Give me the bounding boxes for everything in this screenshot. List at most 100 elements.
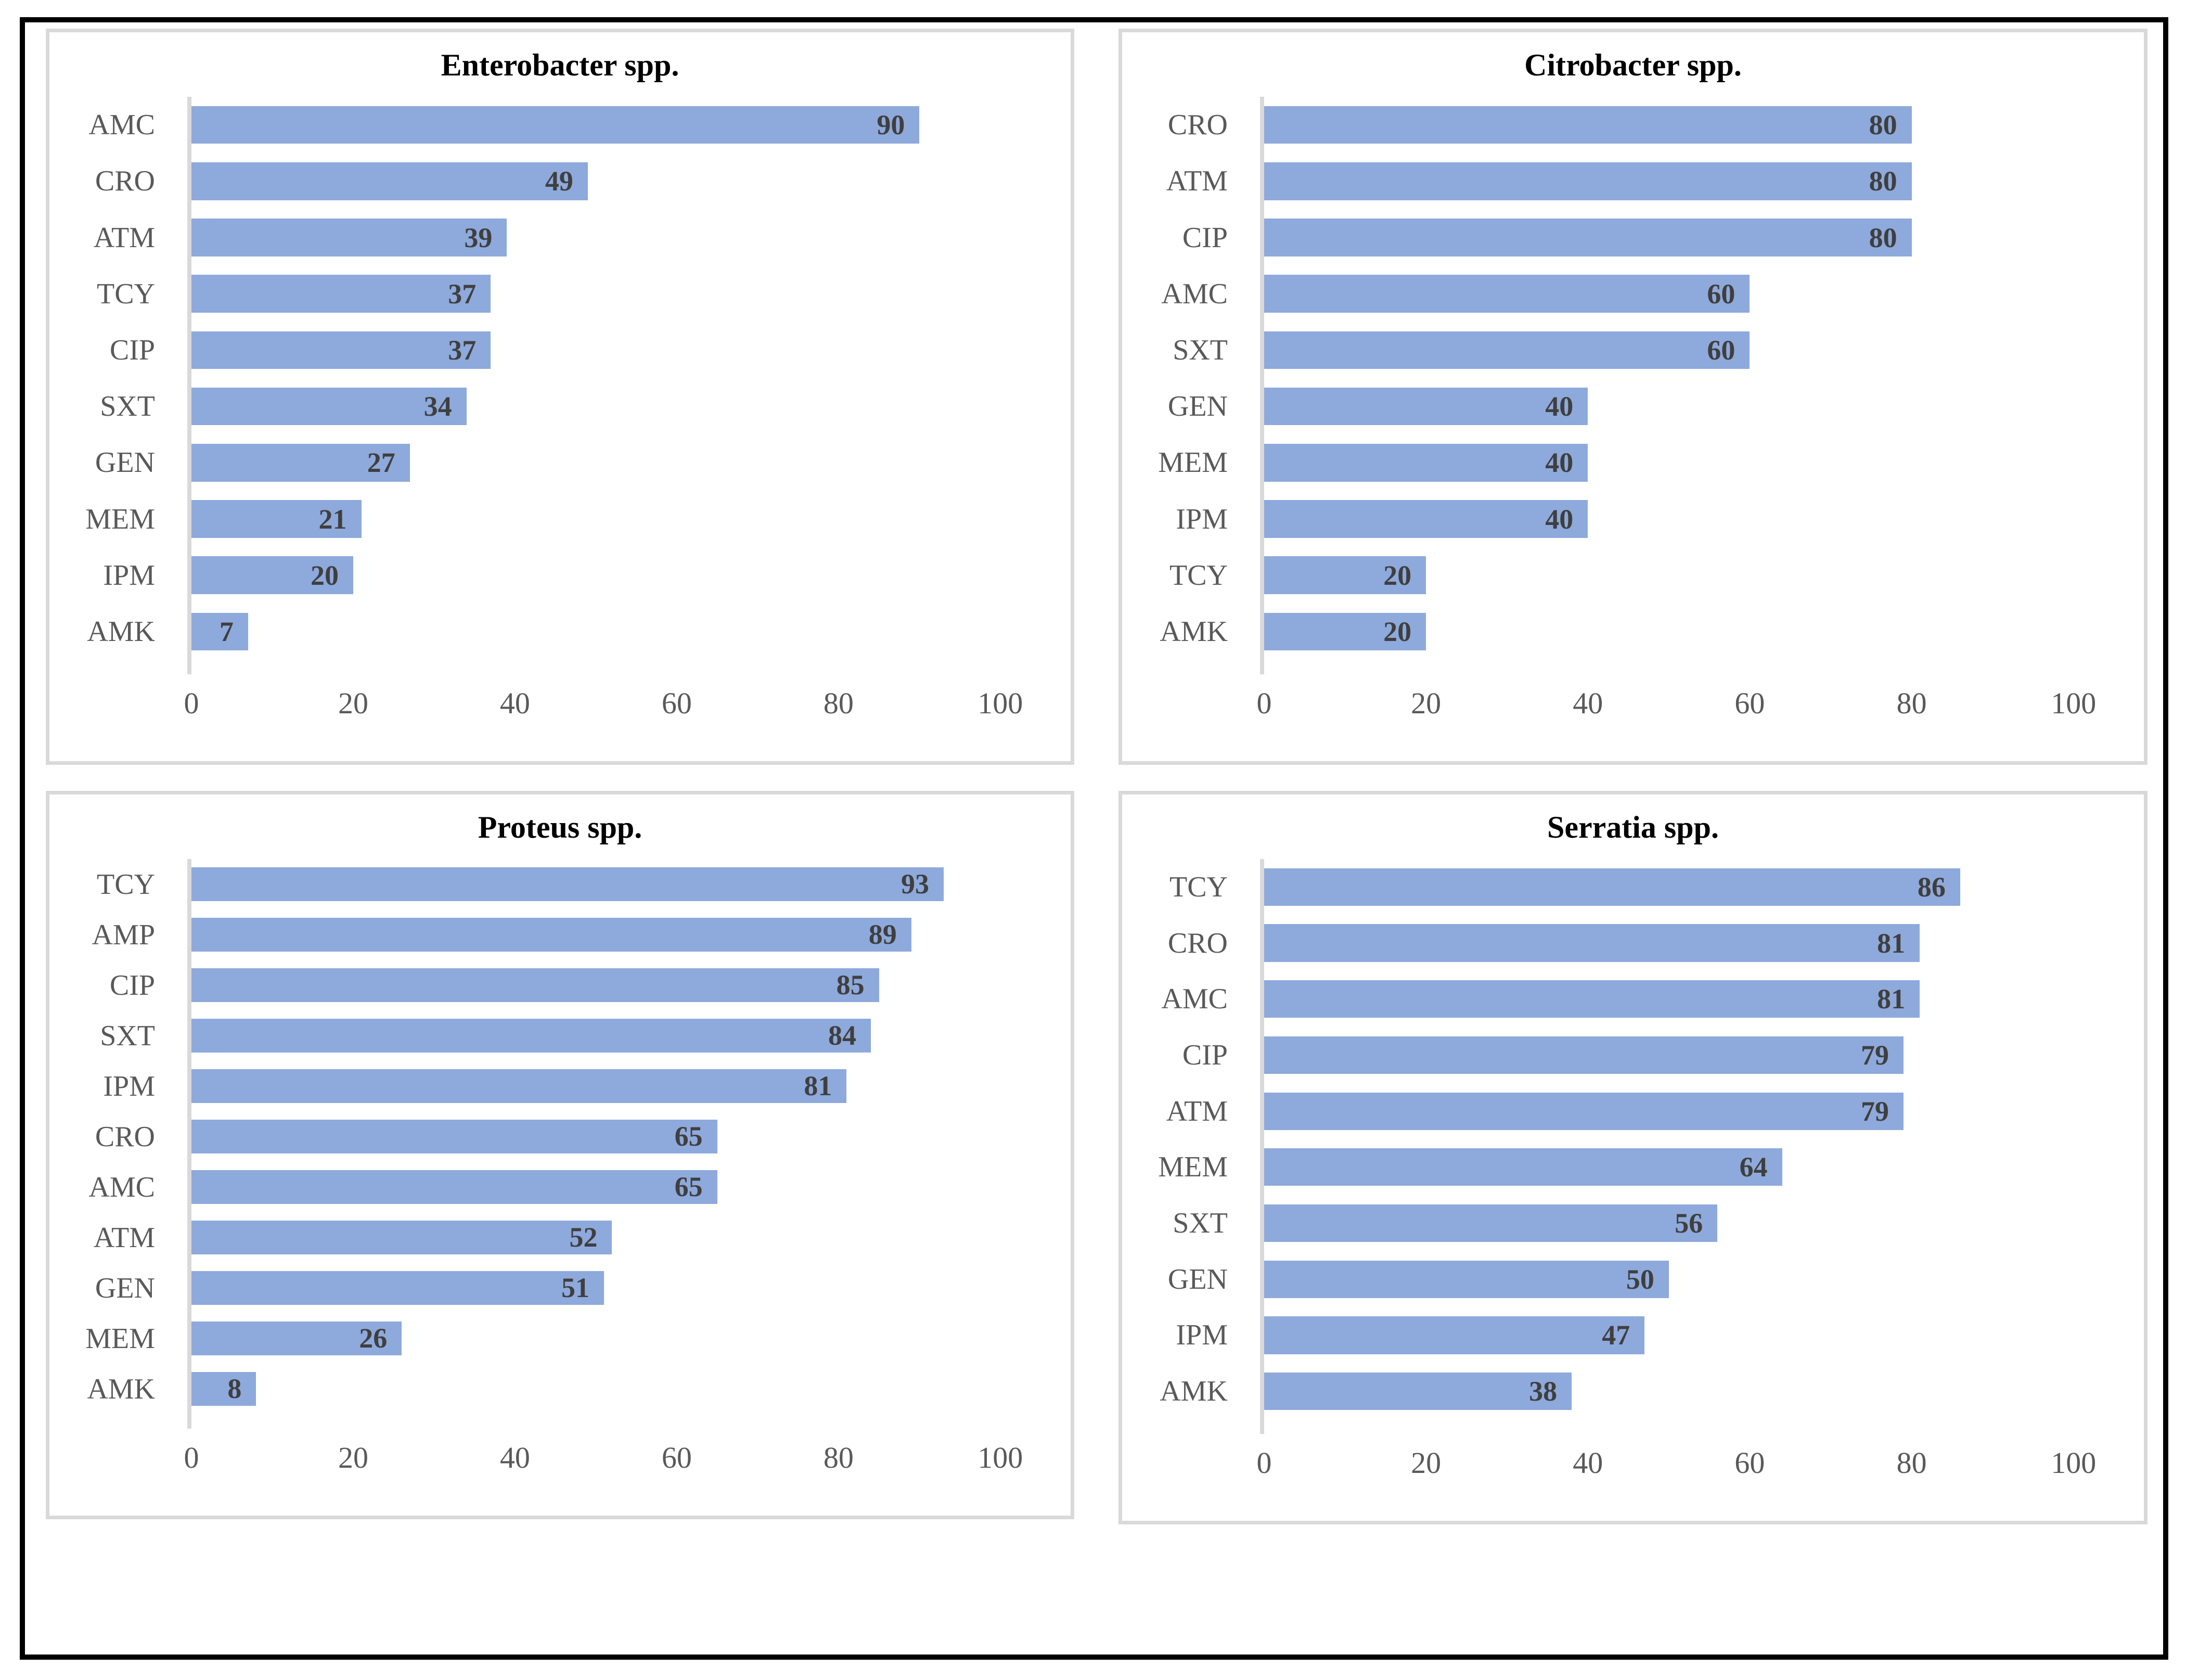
x-axis: 0 20 40 60 80 100: [1122, 660, 2144, 761]
bar-track: 81: [191, 1061, 1071, 1111]
value-label: 26: [359, 1323, 388, 1354]
category-label: CRO: [1167, 109, 1228, 142]
category-label: MEM: [85, 503, 155, 535]
chart-panel-proteus: Proteus spp. TCY 93 AMP 89 CIP 85 SXT 84 IPM 81 CR…: [46, 791, 1074, 1519]
category-label: ATM: [93, 1221, 155, 1254]
bar-gen: 40: [1264, 387, 1588, 426]
bar-track: 65: [191, 1162, 1071, 1212]
value-label: 80: [1869, 109, 1897, 141]
category-label: ATM: [1166, 1095, 1228, 1127]
category-label: TCY: [1169, 870, 1228, 903]
category-label: CIP: [1182, 1038, 1228, 1071]
x-axis-ticks: 0 20 40 60 80 100: [184, 660, 1071, 761]
bar-row: CIP 80: [1122, 209, 2144, 265]
category-label: AMC: [1161, 983, 1228, 1016]
category-label: CIP: [109, 969, 155, 1002]
x-axis: 0 20 40 60 80 100: [49, 660, 1071, 761]
bar-row: IPM 47: [1122, 1307, 2144, 1364]
bar-cro: 81: [1264, 924, 1920, 962]
bar-row: MEM 64: [1122, 1139, 2144, 1196]
bar-track: 49: [191, 153, 1071, 209]
x-tick-label: 20: [1411, 686, 1442, 720]
plot-area: AMC 90 CRO 49 ATM 39 TCY 37 CIP 37 SXT 34 GEN 27 MEM 21…: [49, 97, 1071, 674]
category-label: IPM: [103, 559, 155, 592]
bar-amc: 81: [1264, 980, 1920, 1018]
chart-title: Proteus spp.: [478, 810, 642, 844]
bar-amk: 8: [191, 1372, 256, 1406]
bar-amc: 90: [191, 106, 920, 144]
bar-track: 20: [1264, 604, 2144, 660]
bar-track: 38: [1264, 1363, 2144, 1419]
bar-track: 50: [1264, 1251, 2144, 1307]
bar-track: 86: [1264, 859, 2144, 915]
category-label: SXT: [100, 1019, 155, 1052]
value-label: 90: [877, 109, 905, 141]
bar-row: CIP 37: [49, 322, 1071, 378]
bar-track: 80: [1264, 153, 2144, 209]
category-label: AMC: [88, 109, 155, 142]
category-label: TCY: [1169, 559, 1228, 592]
bar-atm: 80: [1264, 162, 1912, 200]
bar-row: AMC 81: [1122, 971, 2144, 1027]
x-tick-label: 60: [1734, 686, 1765, 720]
bar-row: CRO 49: [49, 153, 1071, 209]
bar-rows: AMC 90 CRO 49 ATM 39 TCY 37 CIP 37 SXT 34 GEN 27 MEM 21…: [49, 97, 1071, 660]
bar-row: GEN 27: [49, 434, 1071, 491]
bar-row: GEN 40: [1122, 378, 2144, 434]
category-label: MEM: [1158, 1151, 1228, 1184]
category-label: CIP: [109, 334, 155, 366]
value-label: 20: [310, 559, 339, 591]
category-label: MEM: [1158, 446, 1228, 479]
bar-row: AMC 65: [49, 1162, 1071, 1212]
bar-cro: 80: [1264, 106, 1912, 144]
category-label: CRO: [95, 1120, 155, 1153]
bar-track: 47: [1264, 1307, 2144, 1364]
bar-mem: 64: [1264, 1148, 1782, 1186]
bar-sxt: 56: [1264, 1204, 1718, 1242]
bar-track: 79: [1264, 1083, 2144, 1139]
bar-mem: 21: [191, 500, 362, 538]
bar-track: 51: [191, 1263, 1071, 1313]
bar-row: SXT 56: [1122, 1195, 2144, 1251]
value-label: 60: [1707, 278, 1735, 310]
x-tick-label: 0: [184, 1441, 199, 1474]
bar-track: 80: [1264, 209, 2144, 265]
bar-row: AMC 90: [49, 97, 1071, 153]
category-label: GEN: [95, 1272, 155, 1304]
bar-row: AMK 7: [49, 604, 1071, 660]
value-label: 64: [1739, 1151, 1768, 1183]
bar-row: AMK 20: [1122, 604, 2144, 660]
bar-sxt: 84: [191, 1019, 871, 1053]
bar-gen: 27: [191, 444, 410, 482]
value-label: 40: [1545, 447, 1574, 479]
bar-track: 37: [191, 266, 1071, 322]
bar-track: 85: [191, 960, 1071, 1010]
category-label: SXT: [1173, 334, 1228, 366]
bar-track: 56: [1264, 1195, 2144, 1251]
x-tick-label: 100: [978, 686, 1023, 720]
x-tick-label: 80: [1896, 1446, 1927, 1480]
category-label: TCY: [97, 868, 155, 901]
x-tick-label: 0: [1256, 686, 1272, 720]
plot-area: TCY 86 CRO 81 AMC 81 CIP 79 ATM 79 MEM 64 SXT 56 GEN 50…: [1122, 859, 2144, 1434]
value-label: 8: [227, 1373, 242, 1405]
bar-row: CRO 80: [1122, 97, 2144, 153]
chart-title: Serratia spp.: [1547, 810, 1719, 844]
value-label: 93: [901, 868, 929, 900]
x-axis-gutter: [1122, 660, 1260, 761]
chart-title: Citrobacter spp.: [1524, 48, 1742, 82]
bar-track: 79: [1264, 1027, 2144, 1083]
bar-row: MEM 26: [49, 1313, 1071, 1364]
x-tick-label: 20: [1411, 1446, 1442, 1480]
bar-rows: TCY 86 CRO 81 AMC 81 CIP 79 ATM 79 MEM 64 SXT 56 GEN 50…: [1122, 859, 2144, 1419]
value-label: 39: [464, 222, 493, 253]
bar-track: 21: [191, 491, 1071, 547]
value-label: 89: [868, 919, 897, 951]
value-label: 85: [836, 969, 865, 1001]
bar-row: TCY 37: [49, 266, 1071, 322]
chart-panel-citrobacter: Citrobacter spp. CRO 80 ATM 80 CIP 80 AMC 60 SXT…: [1118, 29, 2147, 765]
bar-track: 34: [191, 378, 1071, 434]
bar-track: 93: [191, 859, 1071, 909]
value-label: 37: [448, 334, 477, 366]
category-label: AMC: [88, 1171, 155, 1203]
